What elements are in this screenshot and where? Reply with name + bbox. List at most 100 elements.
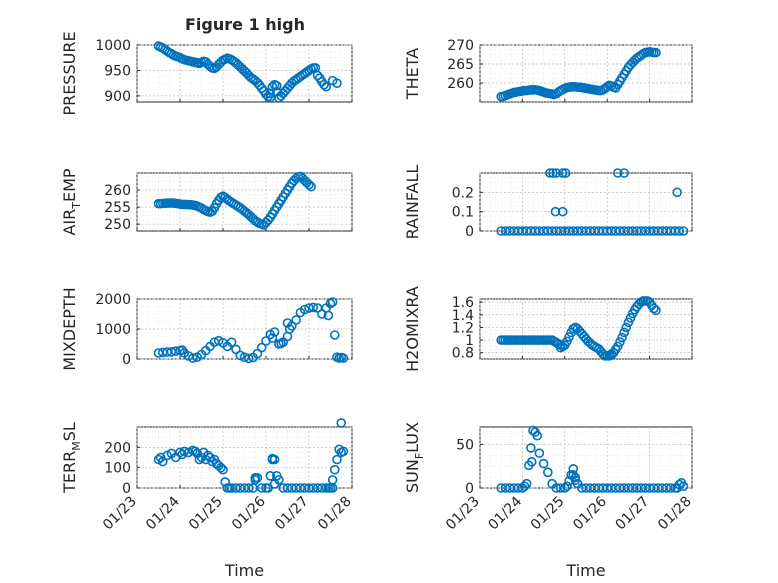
data-point xyxy=(291,315,301,325)
x-tick-label: 01/24 xyxy=(143,493,183,533)
subplot-sun_flux: 0 50 SUNFLUX 01/23 01/24 01/25 01/26 01/27 01/28… xyxy=(403,422,695,580)
data-point xyxy=(265,470,276,481)
data-point xyxy=(532,430,543,441)
y-axis-label: TERRMSL xyxy=(60,422,83,494)
x-tick-label: 01/23 xyxy=(443,494,483,534)
data-point xyxy=(543,467,553,478)
y-tick-label: 0.1 xyxy=(452,205,474,221)
y-tick-label: 900 xyxy=(104,89,131,105)
data-point xyxy=(649,303,659,314)
data-point xyxy=(271,470,282,481)
subplot-mixdepth: 0 1000 2000 MIXDEPTH xyxy=(60,287,353,371)
y-tick-label: 260 xyxy=(104,183,131,199)
data-point xyxy=(336,418,347,428)
data-point xyxy=(538,458,549,469)
data-point xyxy=(619,327,629,338)
figure-title: Figure 1 high xyxy=(185,15,305,34)
x-tick-label: 01/28 xyxy=(655,494,695,534)
data-point xyxy=(276,338,286,349)
y-tick-label: 0 xyxy=(122,481,131,497)
data-point xyxy=(256,483,267,493)
data-point xyxy=(651,305,661,316)
data-point xyxy=(308,302,319,313)
y-tick-label: 50 xyxy=(456,437,474,453)
y-axis-label: SUNFLUX xyxy=(403,422,426,493)
data-point xyxy=(545,168,555,178)
data-point xyxy=(674,226,685,236)
x-tick-label: 01/23 xyxy=(100,494,140,534)
data-point xyxy=(282,318,293,328)
data-point xyxy=(526,457,537,467)
data-point xyxy=(678,226,689,236)
data-point xyxy=(329,464,340,475)
x-tick-label: 01/28 xyxy=(315,494,355,534)
y-axis-label: RAINFALL xyxy=(403,165,422,240)
y-axis-label: AIRTEMP xyxy=(60,168,83,235)
data-point xyxy=(244,353,254,364)
y-tick-label: 1.6 xyxy=(452,295,474,311)
data-point xyxy=(551,168,562,178)
data-point xyxy=(216,462,226,473)
y-tick-label: 1000 xyxy=(95,322,131,338)
data-point xyxy=(521,478,532,489)
data-point xyxy=(513,483,523,493)
data-point xyxy=(306,181,316,192)
subplot-terr_msl: 0 100 200 TERRMSL 01/23 01/24 01/25 01/26 01/27 0… xyxy=(60,418,355,580)
x-tick-label: 01/25 xyxy=(186,494,226,534)
data-point xyxy=(299,304,310,315)
x-tick-label: 01/25 xyxy=(528,494,568,534)
y-tick-label: 0.8 xyxy=(452,346,474,362)
y-tick-label: 2000 xyxy=(95,292,131,308)
y-tick-label: 0 xyxy=(122,352,131,368)
x-tick-label: 01/27 xyxy=(613,494,653,534)
x-tick-label: 01/26 xyxy=(570,493,610,533)
data-point xyxy=(678,481,689,492)
data-point xyxy=(265,92,276,103)
data-point xyxy=(267,454,278,465)
y-axis-label: THETA xyxy=(403,48,422,100)
subplot-h2omixra: 0.811.21.41.6 H2OMIXRA xyxy=(403,286,693,372)
data-point xyxy=(621,322,632,333)
y-tick-label: 1000 xyxy=(95,38,131,54)
data-point xyxy=(250,473,261,483)
data-point xyxy=(674,479,685,490)
data-point xyxy=(625,313,636,323)
data-point xyxy=(606,349,617,359)
data-point xyxy=(555,342,566,353)
data-point xyxy=(617,332,627,343)
x-axis-label: Time xyxy=(565,561,605,580)
data-point xyxy=(235,350,245,361)
data-point xyxy=(226,337,237,348)
data-point xyxy=(329,330,340,340)
y-axis-label: MIXDEPTH xyxy=(60,287,79,370)
data-point xyxy=(559,483,570,493)
y-tick-label: 270 xyxy=(447,38,474,54)
data-point xyxy=(612,168,623,178)
data-point xyxy=(672,187,682,198)
data-point xyxy=(263,215,273,225)
y-tick-label: 0 xyxy=(465,481,474,497)
data-point xyxy=(519,481,530,492)
data-point xyxy=(557,206,568,217)
x-axis-label: Time xyxy=(224,561,264,580)
y-tick-label: 200 xyxy=(104,440,131,456)
y-tick-label: 0 xyxy=(465,224,474,240)
data-point xyxy=(534,448,545,458)
data-point xyxy=(562,481,572,492)
data-point xyxy=(665,483,676,493)
data-point xyxy=(612,341,623,352)
data-point xyxy=(560,168,571,178)
y-tick-label: 950 xyxy=(104,63,131,79)
data-point xyxy=(555,483,566,493)
data-point xyxy=(327,297,338,307)
data-point xyxy=(568,470,579,480)
data-point xyxy=(170,346,181,357)
subplot-pressure: 900 950 1000 PRESSURE xyxy=(60,31,353,116)
data-point xyxy=(557,168,568,178)
y-tick-label: 255 xyxy=(104,200,131,216)
data-point xyxy=(338,353,349,363)
subplot-theta: 260 265 270 THETA xyxy=(403,38,693,103)
